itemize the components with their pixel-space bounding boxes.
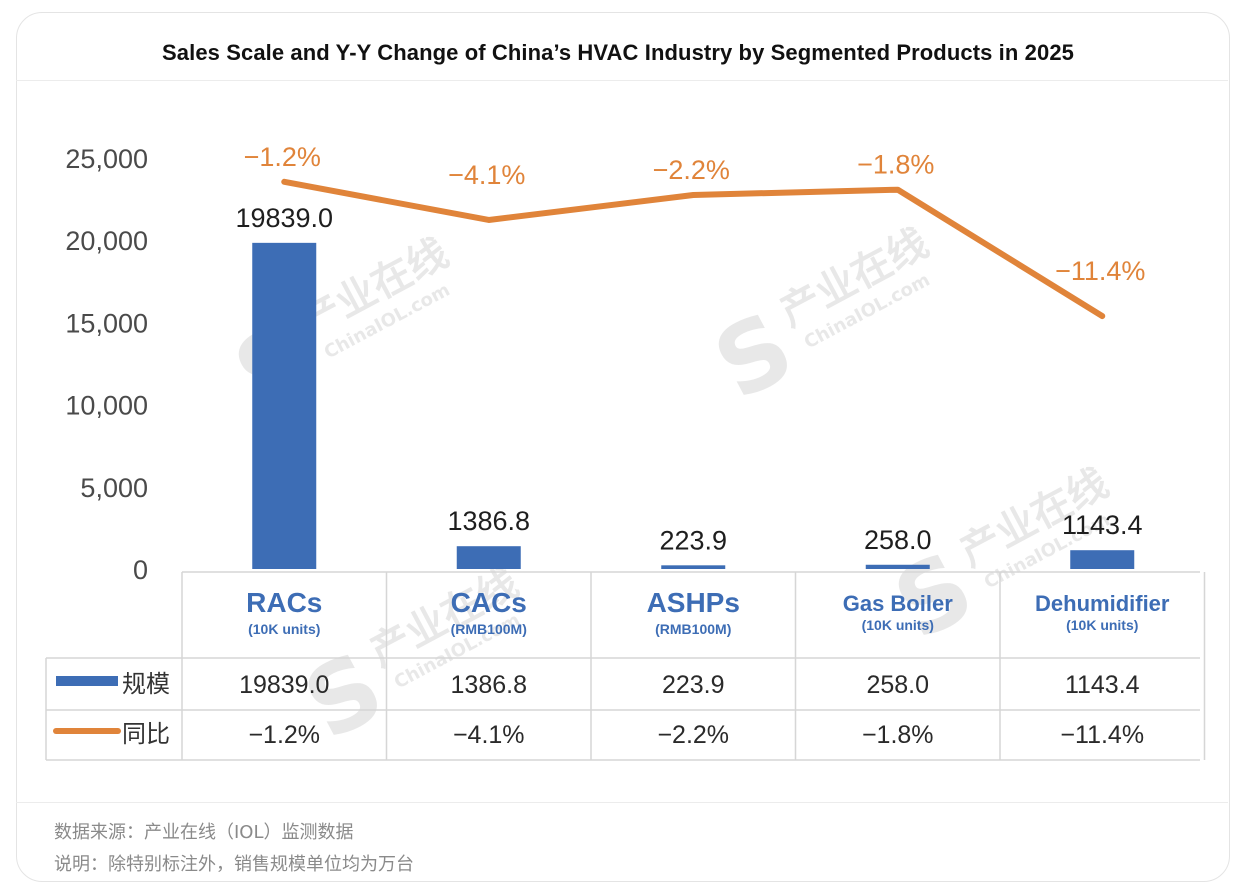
bar-value-label: 1143.4 [1062, 510, 1143, 540]
yoy-value-label: −2.2% [653, 155, 730, 185]
category-unit: (RMB100M) [451, 621, 527, 637]
category-unit: (RMB100M) [655, 621, 731, 637]
legend-bar-label: 规模 [122, 670, 170, 698]
bar [661, 565, 726, 569]
y-tick-label: 5,000 [80, 473, 148, 503]
category-label: Dehumidifier [1035, 591, 1170, 616]
yoy-value-label: −4.1% [448, 160, 525, 190]
table-cell-value: 1386.8 [451, 671, 527, 699]
yoy-value-label: −1.8% [857, 150, 934, 180]
yoy-point [1100, 314, 1105, 319]
yoy-value-label: −11.4% [1055, 256, 1145, 286]
bar-value-label: 258.0 [864, 525, 932, 555]
bar-value-label: 223.9 [659, 525, 727, 555]
chart-card [16, 12, 1230, 882]
bar-value-label: 1386.8 [447, 506, 530, 536]
yoy-point [895, 187, 900, 192]
table-cell-yoy: −11.4% [1060, 721, 1144, 749]
y-tick-label: 25,000 [65, 144, 148, 174]
legend-line-label: 同比 [122, 720, 170, 748]
category-unit: (10K units) [862, 617, 934, 633]
category-unit: (10K units) [1066, 617, 1138, 633]
bar [1070, 550, 1135, 569]
yoy-point [691, 192, 696, 197]
category-unit: (10K units) [248, 621, 320, 637]
footer-note: 说明：除特别标注外，销售规模单位均为万台 [54, 854, 414, 875]
category-label: Gas Boiler [843, 591, 953, 616]
bar [456, 546, 521, 569]
title-divider [16, 80, 1228, 81]
y-tick-label: 10,000 [65, 391, 148, 421]
chart-title: Sales Scale and Y-Y Change of China’s HV… [162, 40, 1074, 65]
yoy-point [486, 217, 491, 222]
y-tick-label: 15,000 [65, 308, 148, 338]
table-cell-yoy: −1.2% [248, 721, 320, 749]
yoy-point [282, 179, 287, 184]
bar-value-label: 19839.0 [235, 203, 333, 233]
footer-source: 数据来源：产业在线（IOL）监测数据 [54, 822, 354, 843]
footer-divider [16, 802, 1228, 803]
legend-bar-swatch [56, 676, 118, 686]
category-label: RACs [246, 587, 322, 618]
y-tick-label: 0 [133, 555, 148, 585]
category-label: ASHPs [647, 587, 740, 618]
table-cell-yoy: −4.1% [453, 721, 525, 749]
y-tick-label: 20,000 [65, 226, 148, 256]
yoy-value-label: −1.2% [244, 142, 321, 172]
table-cell-value: 258.0 [866, 671, 929, 699]
bar [865, 564, 930, 569]
table-cell-value: 223.9 [662, 671, 725, 699]
table-cell-value: 1143.4 [1065, 671, 1140, 699]
table-cell-value: 19839.0 [239, 671, 329, 699]
bar [252, 242, 317, 569]
table-cell-yoy: −1.8% [862, 721, 934, 749]
table-cell-yoy: −2.2% [657, 721, 729, 749]
category-label: CACs [451, 587, 527, 618]
